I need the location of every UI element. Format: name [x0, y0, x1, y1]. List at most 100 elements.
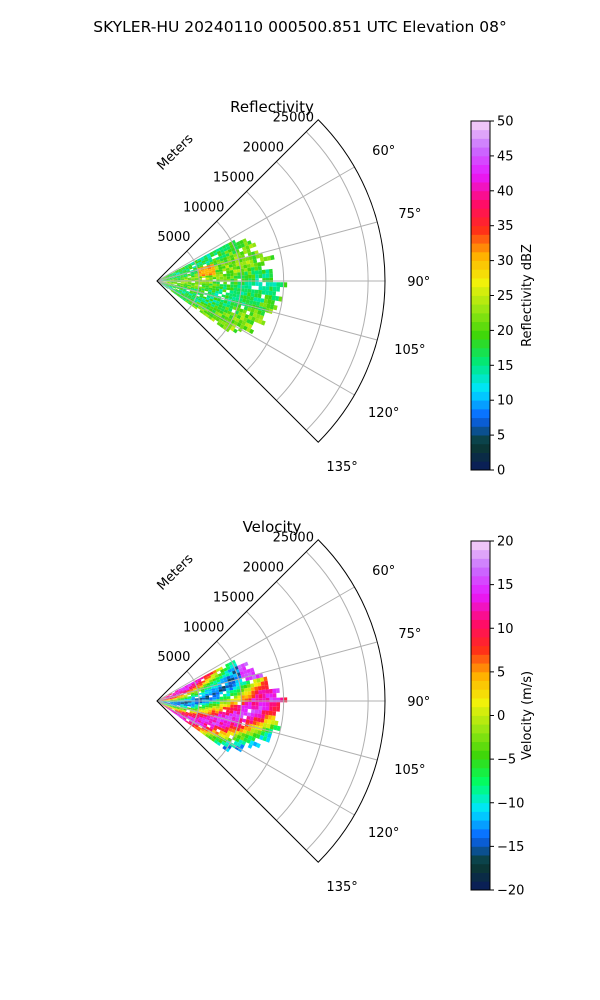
data-cell: [226, 730, 232, 735]
data-cell: [267, 299, 272, 305]
data-cell: [177, 697, 181, 699]
data-cell: [215, 302, 220, 307]
colorbar-tick-label: −10: [497, 796, 524, 811]
data-cell: [206, 715, 211, 719]
data-cell: [209, 716, 214, 720]
data-cell: [204, 676, 209, 681]
data-cell: [228, 295, 233, 300]
data-cell: [212, 274, 217, 278]
data-cell: [179, 707, 184, 710]
data-cell: [182, 298, 186, 302]
data-cell: [169, 285, 173, 287]
data-cell: [184, 702, 188, 704]
data-cell: [224, 323, 229, 328]
radial-tick-label: 15000: [213, 170, 254, 185]
data-cell: [187, 283, 192, 286]
data-cell: [209, 701, 213, 704]
data-cell: [236, 269, 241, 273]
data-cell: [179, 708, 183, 711]
data-cell: [219, 271, 223, 275]
data-cell: [220, 669, 225, 673]
data-cell: [196, 258, 201, 262]
data-cell: [193, 306, 198, 310]
data-cell: [187, 698, 192, 701]
data-cell: [185, 292, 189, 296]
radial-axis-label: Meters: [155, 551, 197, 593]
data-cell: [265, 706, 270, 711]
data-cell: [183, 694, 188, 697]
data-cell: [162, 703, 166, 705]
data-cell: [216, 276, 220, 280]
colorbar-segment: [471, 269, 490, 279]
data-cell: [257, 319, 263, 325]
data-cell: [233, 253, 238, 258]
colorbar-segment: [471, 820, 490, 830]
azimuth-spoke: [156, 641, 378, 702]
data-cell: [243, 669, 248, 675]
azimuth-spoke: [156, 221, 378, 282]
data-cell: [268, 290, 273, 296]
data-cell: [214, 687, 219, 691]
data-cell: [223, 696, 227, 700]
data-cell: [194, 275, 199, 277]
data-cell: [180, 702, 185, 704]
data-cell: [228, 264, 233, 268]
data-cell: [203, 310, 208, 314]
colorbar-segment: [471, 374, 490, 384]
radial-tick-label: 20000: [243, 141, 284, 156]
data-cell: [222, 711, 226, 716]
data-cell: [175, 709, 179, 712]
data-cell: [249, 667, 255, 673]
colorbar-segment: [471, 417, 490, 427]
data-cell: [255, 698, 259, 703]
data-cell: [194, 724, 199, 728]
data-cell: [224, 726, 230, 731]
data-cell: [163, 701, 167, 703]
data-cell: [219, 276, 224, 280]
data-cell: [216, 321, 222, 326]
angle-tick-label: 120°: [368, 406, 399, 421]
data-cell: [214, 725, 219, 729]
data-cell: [248, 255, 253, 261]
colorbar-tick-label: 25: [497, 289, 514, 304]
data-cell: [211, 690, 216, 694]
data-cell: [223, 247, 228, 252]
data-cell: [221, 714, 226, 718]
data-cell: [254, 713, 258, 718]
data-cell: [196, 678, 201, 682]
data-cell: [172, 706, 177, 709]
data-cell: [258, 706, 263, 711]
colorbar-segment: [471, 863, 490, 873]
data-cell: [258, 282, 263, 287]
data-cell: [183, 275, 188, 278]
colorbar-segment: [471, 243, 490, 253]
data-cell: [244, 691, 248, 696]
data-cell: [204, 721, 209, 725]
data-cell: [193, 726, 198, 730]
data-cell: [170, 702, 174, 704]
data-cell: [202, 281, 206, 284]
data-cell: [251, 316, 256, 322]
data-cell: [203, 254, 208, 259]
angle-tick-label: 90°: [407, 275, 430, 290]
data-cell: [262, 706, 266, 711]
data-cell: [201, 299, 206, 303]
colorbar-segment: [471, 549, 490, 559]
data-cell: [215, 272, 220, 275]
data-cell: [168, 706, 173, 709]
colorbar-segment: [471, 339, 490, 349]
data-cell: [212, 735, 217, 740]
data-cell: [170, 710, 174, 713]
data-cell: [254, 690, 259, 695]
data-cell: [247, 735, 253, 741]
data-cell: [240, 663, 246, 668]
data-cell: [202, 731, 207, 736]
data-cell: [165, 695, 170, 698]
data-cell: [224, 295, 229, 299]
data-cell: [187, 707, 191, 710]
data-cell: [175, 691, 180, 694]
data-cell: [204, 710, 209, 714]
data-cell: [227, 317, 232, 322]
data-cell: [219, 258, 224, 262]
data-cell: [182, 269, 187, 272]
